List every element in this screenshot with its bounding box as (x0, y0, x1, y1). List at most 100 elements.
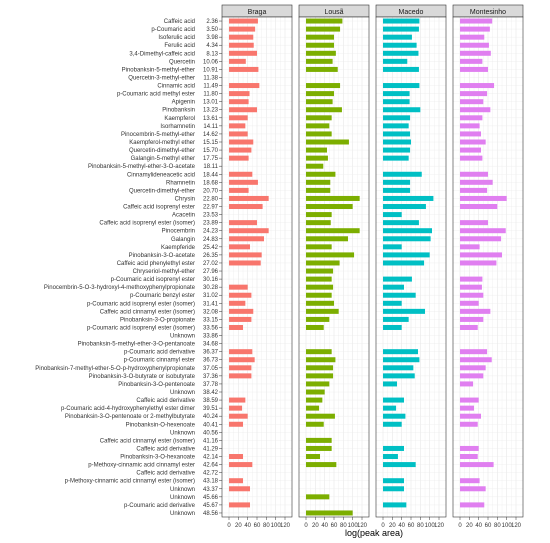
bar (460, 139, 486, 145)
row-label: Pinobanksin-5-methyl-ether (122, 67, 195, 73)
row-retention-time: 48.56 (203, 511, 219, 517)
bar (460, 284, 482, 290)
bar (383, 292, 416, 298)
bar (383, 187, 411, 193)
bar (229, 204, 263, 210)
bar (460, 462, 494, 468)
bar (460, 244, 480, 250)
row-label: Caffeic acid cinnamyl ester (isomer) (100, 438, 195, 444)
row-retention-time: 18.44 (203, 172, 219, 178)
bar (306, 179, 331, 185)
panel-strip-label: Braga (248, 9, 267, 16)
bar (306, 34, 334, 40)
bar (460, 478, 480, 484)
bar (229, 349, 253, 355)
bar (460, 324, 478, 330)
row-retention-time: 36.73 (203, 358, 219, 364)
row-label: Cinnamylideneacetic acid (127, 172, 195, 178)
bar (229, 171, 253, 177)
row-label: Quercetin-3-methyl-ether (128, 75, 195, 81)
row-label: Apigenin (172, 100, 195, 106)
row-retention-time: 37.78 (203, 382, 219, 388)
bar (383, 147, 411, 153)
bar (229, 155, 249, 161)
bar (306, 83, 341, 89)
row-retention-time: 23.53 (203, 213, 219, 219)
bar (229, 187, 249, 193)
bar (306, 195, 360, 201)
bar (229, 421, 243, 427)
bar (229, 83, 260, 89)
row-label: Caffeic acid derivative (136, 471, 195, 477)
row-retention-time: 38.59 (203, 398, 219, 404)
row-label: Kaempferol (164, 116, 195, 122)
x-tick-label: 20 (389, 523, 396, 529)
bar (229, 42, 254, 48)
bar (460, 26, 490, 32)
bar (460, 260, 497, 266)
bar (229, 50, 257, 56)
x-tick-label: 80 (417, 523, 424, 529)
bar (460, 50, 491, 56)
bar (383, 260, 425, 266)
bar (383, 478, 404, 484)
bar (460, 252, 502, 258)
bar (460, 454, 478, 460)
bar (229, 58, 246, 64)
bar (460, 308, 491, 314)
bar (460, 131, 481, 137)
row-retention-time: 3.50 (206, 27, 218, 33)
bar (383, 357, 420, 363)
row-retention-time: 11.49 (203, 84, 218, 90)
row-retention-time: 41.16 (203, 438, 219, 444)
bar (306, 107, 342, 113)
bar (460, 42, 489, 48)
row-label: p-Coumaric cinnamyl ester (124, 358, 195, 364)
bar (306, 187, 331, 193)
row-retention-time: 36.37 (203, 350, 219, 356)
row-label: Pinobanksin-3-O-pentenoate or 2-methylbu… (65, 414, 196, 420)
bar (229, 195, 269, 201)
bar (460, 83, 495, 89)
bar (460, 421, 478, 427)
bar (383, 373, 415, 379)
row-label: Kaempferide (161, 245, 196, 251)
bar (383, 155, 409, 161)
bar (306, 50, 336, 56)
bar (306, 405, 320, 411)
bar (460, 276, 483, 282)
row-retention-time: 4.34 (206, 43, 218, 49)
bar (306, 91, 334, 97)
row-label: Caffeic acid isoprenyl ester (123, 205, 195, 211)
bar (306, 389, 325, 395)
bar (306, 373, 334, 379)
bar (229, 115, 248, 121)
x-tick-label: 40 (398, 523, 405, 529)
row-retention-time: 24.23 (203, 229, 219, 235)
row-retention-time: 23.89 (203, 221, 219, 227)
row-label: Chryseriol-methyl-ether (133, 269, 195, 275)
x-tick-label: 80 (340, 523, 347, 529)
row-retention-time: 33.56 (203, 325, 219, 331)
row-retention-time: 15.70 (203, 148, 219, 154)
x-tick-label: 120 (357, 523, 368, 529)
bar (383, 204, 426, 210)
row-label: Ferulic acid (164, 43, 195, 49)
bar (460, 228, 506, 234)
bar (460, 365, 486, 371)
row-label: Rhamnetin (166, 180, 195, 186)
panel-macedo: Macedo 0 20 40 60 80 100 120 (375, 4, 447, 529)
bar (383, 107, 421, 113)
bar (460, 300, 479, 306)
x-tick-label: 60 (485, 523, 492, 529)
bar (306, 212, 332, 218)
bar (306, 123, 330, 129)
bar (306, 171, 336, 177)
bar (229, 34, 254, 40)
bar (460, 413, 481, 419)
row-label: p-Coumaric acid derivative (124, 503, 196, 509)
row-retention-time: 33.15 (203, 317, 219, 323)
row-retention-time: 42.14 (203, 455, 219, 461)
row-retention-time: 13.23 (203, 108, 219, 114)
